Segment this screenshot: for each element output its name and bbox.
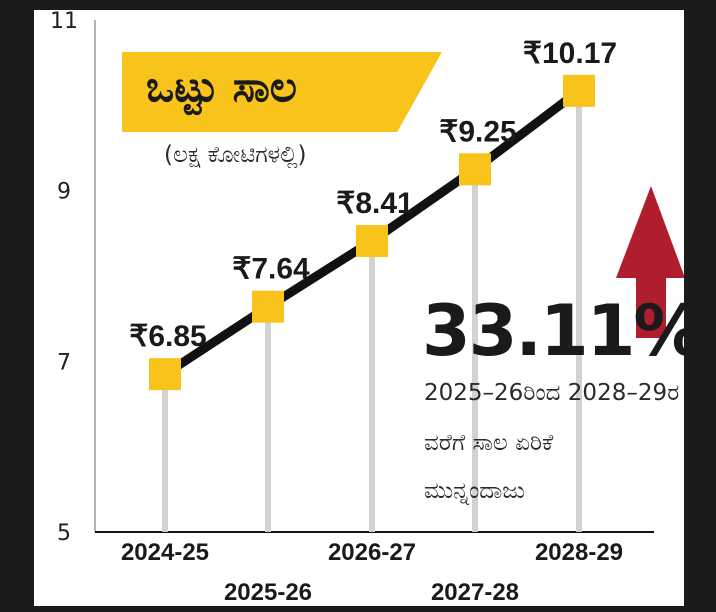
growth-note-line-2: ವರೆಗೆ ಸಾಲ ಏರಿಕೆ [424,430,554,456]
data-label: ₹8.41 [336,187,413,220]
growth-note-line-3: ಮುನ್ನಂದಾಜು [424,478,526,504]
y-tick-label: 5 [57,521,71,546]
loan-chart: 5 7 9 11 ₹6.85 ₹7.64 ₹8.41 ₹9.25 ₹10.17 2024-25 20… [50,10,684,606]
chart-panel: 5 7 9 11 ₹6.85 ₹7.64 ₹8.41 ₹9.25 ₹10.17 2024-25 20… [34,10,704,606]
data-label: ₹10.17 [523,37,617,70]
growth-note-line-1: 2025–26ರಿಂದ 2028–29ರ [424,380,680,406]
data-point-marker [149,358,181,391]
chart-subtitle: (ಲಕ್ಷ ಕೋಟಿಗಳಲ್ಲಿ) [164,142,307,168]
data-label: ₹9.25 [439,115,516,148]
x-tick-label: 2027-28 [431,579,519,606]
chart-title: ಒಟ್ಟು ಸಾಲ [146,62,297,111]
x-tick-label: 2024-25 [121,539,209,566]
growth-percentage: 33.11% [422,290,704,372]
x-tick-label: 2028-29 [535,539,623,566]
y-tick-label: 7 [57,350,71,375]
y-tick-label: 9 [57,180,71,205]
data-point-marker [459,153,491,186]
data-point-marker [563,74,595,107]
up-arrow [616,186,684,338]
y-tick-label: 11 [50,10,78,34]
data-point-marker [356,225,388,258]
data-point-marker [252,290,284,323]
x-tick-label: 2025-26 [224,579,312,606]
x-tick-label: 2026-27 [328,539,416,566]
data-label: ₹6.85 [129,320,206,353]
data-label: ₹7.64 [232,253,310,286]
title-banner [122,52,442,132]
